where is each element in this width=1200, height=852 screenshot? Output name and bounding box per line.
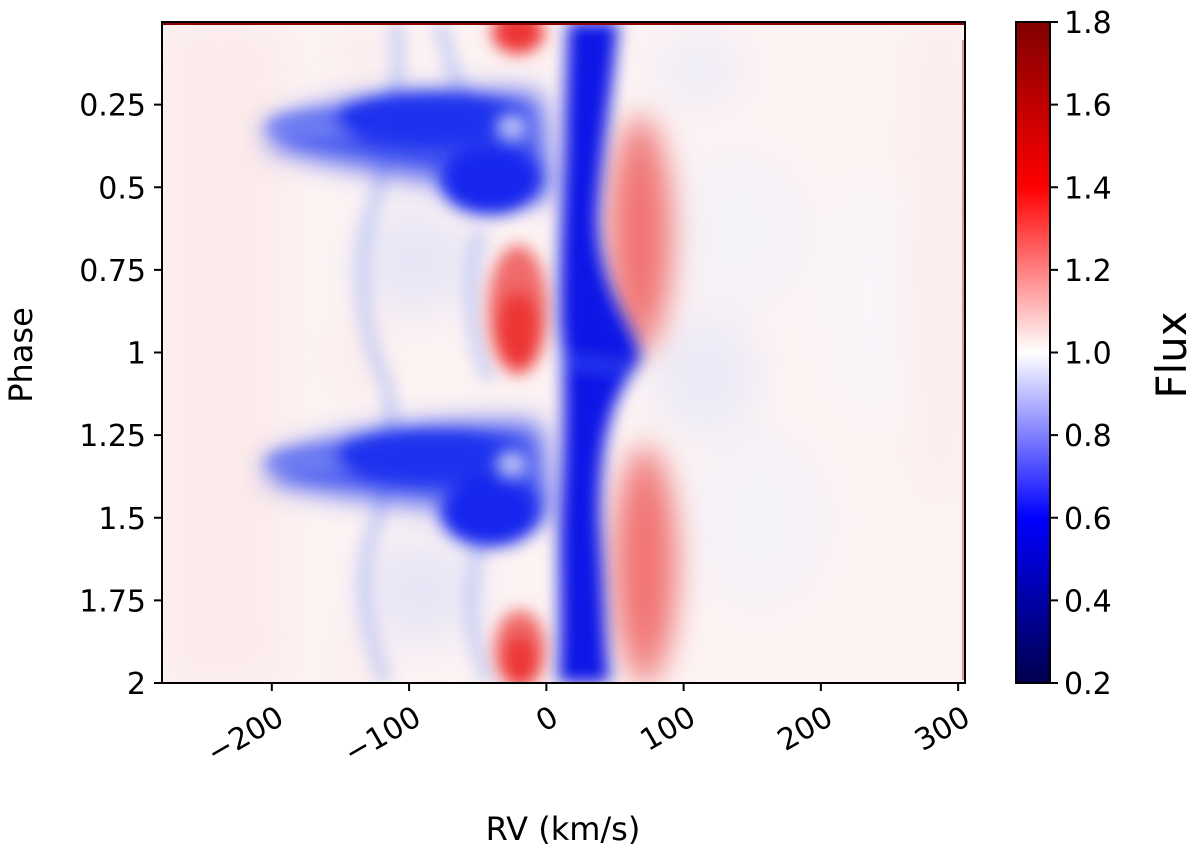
x-tick-label: 100 bbox=[635, 700, 702, 759]
colorbar: 0.2 0.4 0.6 0.8 1.0 1.2 1.4 1.6 1.8 Flux bbox=[1015, 6, 1196, 702]
y-tick-label: 0.25 bbox=[79, 89, 146, 124]
x-tick-label: 200 bbox=[772, 700, 839, 759]
colorbar-tick-label: 1.2 bbox=[1064, 254, 1112, 289]
y-tick-label: 1.75 bbox=[79, 584, 146, 619]
colorbar-tick-label: 0.8 bbox=[1064, 419, 1112, 454]
y-tick-label: 1.25 bbox=[79, 419, 146, 454]
colorbar-tick-label: 0.4 bbox=[1064, 584, 1112, 619]
colorbar-gradient bbox=[1016, 22, 1050, 683]
colorbar-tick-label: 0.6 bbox=[1064, 502, 1112, 537]
colorbar-tick-label: 1.0 bbox=[1064, 337, 1112, 372]
colorbar-ticks: 0.2 0.4 0.6 0.8 1.0 1.2 1.4 1.6 1.8 bbox=[1050, 6, 1112, 702]
y-tick-label: 1.5 bbox=[98, 502, 146, 537]
y-axis-label: Phase bbox=[2, 307, 40, 403]
colorbar-tick-label: 1.4 bbox=[1064, 171, 1112, 206]
y-tick-label: 1 bbox=[127, 337, 146, 372]
y-tick-label: 2 bbox=[127, 667, 146, 702]
y-tick-label: 0.5 bbox=[98, 171, 146, 206]
x-tick-label: 0 bbox=[530, 700, 564, 740]
colorbar-tick-label: 1.6 bbox=[1064, 89, 1112, 124]
x-axis-label: RV (km/s) bbox=[486, 810, 641, 848]
x-axis-ticks: −200 −100 0 100 200 300 bbox=[201, 683, 976, 771]
colorbar-label: Flux bbox=[1147, 311, 1196, 398]
colorbar-tick-label: 0.2 bbox=[1064, 667, 1112, 702]
y-tick-label: 0.75 bbox=[79, 254, 146, 289]
x-tick-label: 300 bbox=[909, 700, 976, 759]
x-tick-label: −100 bbox=[338, 700, 427, 772]
y-axis-ticks: 0.25 0.5 0.75 1 1.25 1.5 1.75 2 bbox=[79, 89, 162, 702]
heatmap-image bbox=[162, 22, 965, 683]
colorbar-tick-label: 1.8 bbox=[1064, 6, 1112, 41]
x-tick-label: −200 bbox=[201, 700, 290, 772]
